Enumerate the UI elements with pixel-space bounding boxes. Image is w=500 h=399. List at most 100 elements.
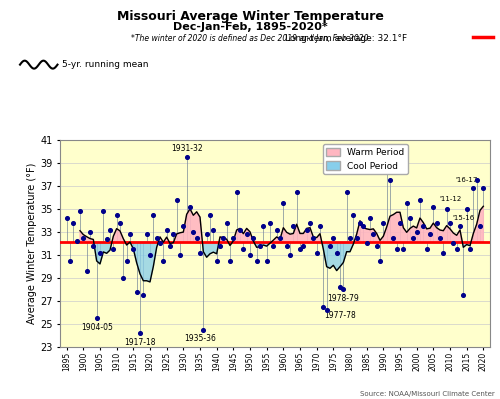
Point [112,211,120,218]
Point [300,243,308,249]
Text: 1978-79: 1978-79 [328,294,359,303]
Point [72,238,80,244]
Point [252,257,260,264]
Point [350,211,358,218]
Point [436,235,444,241]
Point [276,235,284,241]
Point [306,219,314,226]
Point [406,215,414,221]
Point [340,286,347,293]
Point [370,231,378,237]
Text: 1917-18: 1917-18 [124,338,156,347]
Point [240,246,248,252]
Point [290,223,298,229]
Point [356,219,364,226]
Text: '16-17: '16-17 [456,178,478,184]
Point [372,243,380,249]
Point [286,252,294,258]
Text: '11-12: '11-12 [439,196,461,202]
Point [152,235,160,241]
Point [476,223,484,229]
Point [376,257,384,264]
Point [80,235,88,241]
Point [380,219,388,226]
Point [442,205,450,212]
Point [312,249,320,256]
Point [462,205,470,212]
Point [206,211,214,218]
Point [352,235,360,241]
Point [146,252,154,258]
Point [412,229,420,235]
Point [422,246,430,252]
Point [106,226,114,233]
Point [166,243,174,249]
Point [82,268,90,274]
Point [130,246,138,252]
Text: 1935-36: 1935-36 [184,334,216,344]
Point [92,315,100,322]
Point [192,235,200,241]
Text: 1991-92: 1991-92 [371,160,402,168]
Text: 1904-05: 1904-05 [80,323,112,332]
Point [200,327,207,333]
Point [420,223,428,229]
Point [450,240,458,247]
Point [132,288,140,295]
Point [390,235,398,241]
Point [232,188,240,195]
Point [96,249,104,256]
Point [136,330,144,336]
Point [400,246,407,252]
Point [440,249,448,256]
Point [480,185,488,191]
Point [272,226,280,233]
Point [332,249,340,256]
Point [230,235,237,241]
Point [116,219,124,226]
Point [120,275,128,281]
Point [140,292,147,298]
Point [210,226,218,233]
Point [366,215,374,221]
Point [196,249,204,256]
Text: Long-term average: 32.1°F: Long-term average: 32.1°F [285,34,407,43]
Point [326,243,334,249]
Point [186,203,194,210]
Point [202,231,210,237]
Point [416,196,424,203]
Point [320,304,328,310]
Point [190,229,198,235]
Point [452,246,460,252]
Point [216,243,224,249]
Point [430,203,438,210]
Point [342,188,350,195]
Point [90,243,98,249]
Point [62,215,70,221]
Point [180,223,188,229]
Point [426,231,434,237]
Point [460,292,468,298]
Point [110,246,118,252]
Point [456,223,464,229]
Point [322,307,330,314]
Text: Source: NOAA/Missouri Climate Center: Source: NOAA/Missouri Climate Center [360,391,495,397]
Point [346,235,354,241]
Point [386,177,394,183]
Point [150,211,158,218]
Point [212,257,220,264]
Point [172,196,180,203]
Text: '15-16: '15-16 [452,215,474,221]
Point [270,243,278,249]
Point [176,252,184,258]
Text: Missouri Average Winter Temperature: Missouri Average Winter Temperature [116,10,384,23]
Legend: Warm Period, Cool Period: Warm Period, Cool Period [323,144,408,174]
Point [86,229,94,235]
Point [280,200,287,206]
Text: 5-yr. running mean: 5-yr. running mean [62,60,149,69]
Point [296,246,304,252]
Text: *The winter of 2020 is defined as Dec 2019 and Jan, Feb 2020: *The winter of 2020 is defined as Dec 20… [131,34,369,43]
Point [446,219,454,226]
Text: 1977-78: 1977-78 [324,311,356,320]
Point [70,219,78,226]
